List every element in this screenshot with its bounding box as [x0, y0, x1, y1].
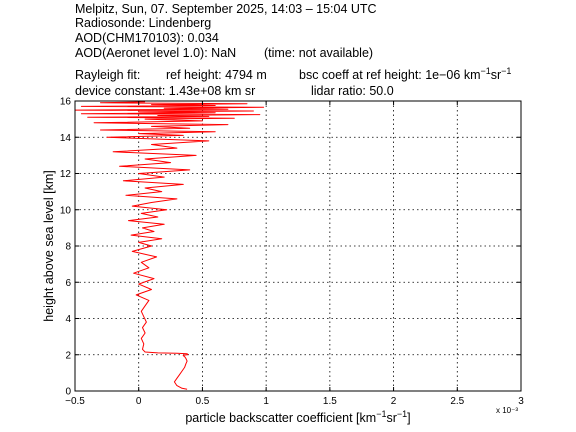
x-tick-label-2: 0.5 — [195, 396, 209, 407]
grid — [75, 101, 521, 391]
header-line-5c: bsc coeff at ref height: 1e−06 km−1sr−1 — [299, 66, 511, 82]
header-line-4a: AOD(Aeronet level 1.0): NaN — [75, 46, 236, 60]
y-axis-label: height above sea level [km] — [42, 170, 56, 321]
header-line-6a: device constant: 1.43e+08 km sr — [75, 84, 255, 98]
y-tick-label-8: 16 — [60, 97, 72, 108]
x-axis-label-end: ] — [407, 411, 410, 425]
y-tick-label-7: 14 — [60, 133, 72, 144]
header-line-5b: ref height: 4794 m — [166, 68, 267, 82]
x-tick-label-1: 0 — [136, 396, 142, 407]
x-axis-label: particle backscatter coefficient [km−1sr… — [185, 409, 410, 425]
y-tick-label-1: 2 — [65, 350, 71, 361]
y-tick-label-2: 4 — [65, 314, 71, 325]
header-line-4b: (time: not available) — [264, 46, 373, 60]
x-axis-label-sup2: −1 — [397, 409, 407, 419]
x-tick-label-5: 2 — [391, 396, 397, 407]
header-line-3: AOD(CHM170103): 0.034 — [75, 31, 219, 45]
header-line-1: Melpitz, Sun, 07. September 2025, 14:03 … — [75, 2, 377, 16]
header-line-6b: lidar ratio: 50.0 — [311, 84, 394, 98]
x-tick-label-3: 1 — [263, 396, 269, 407]
header-line-5c-sup2: −1 — [501, 66, 511, 76]
header-line-2: Radiosonde: Lindenberg — [75, 16, 211, 30]
x-axis-label-mid: sr — [386, 411, 396, 425]
x-exponent-label: x 10⁻³ — [496, 406, 518, 415]
y-tick-label-6: 12 — [60, 169, 72, 180]
x-tick-label-6: 2.5 — [450, 396, 464, 407]
header-line-5c-base: bsc coeff at ref height: 1e−06 km — [299, 68, 480, 82]
x-axis-label-sup1: −1 — [376, 409, 386, 419]
y-tick-label-3: 6 — [65, 278, 71, 289]
y-tick-label-5: 10 — [60, 205, 72, 216]
series-line-0 — [74, 101, 265, 390]
y-tick-label-0: 0 — [65, 387, 71, 398]
header-line-5a: Rayleigh fit: — [75, 68, 140, 82]
x-tick-label-4: 1.5 — [323, 396, 337, 407]
series-layer — [74, 101, 265, 390]
x-tick-label-7: 3 — [518, 396, 524, 407]
x-tick-label-0: −0.5 — [65, 396, 85, 407]
y-tick-label-4: 8 — [65, 242, 71, 253]
x-axis-label-base: particle backscatter coefficient [km — [185, 411, 376, 425]
header-line-5c-sup1: −1 — [480, 66, 490, 76]
header-line-5c-mid: sr — [491, 68, 501, 82]
